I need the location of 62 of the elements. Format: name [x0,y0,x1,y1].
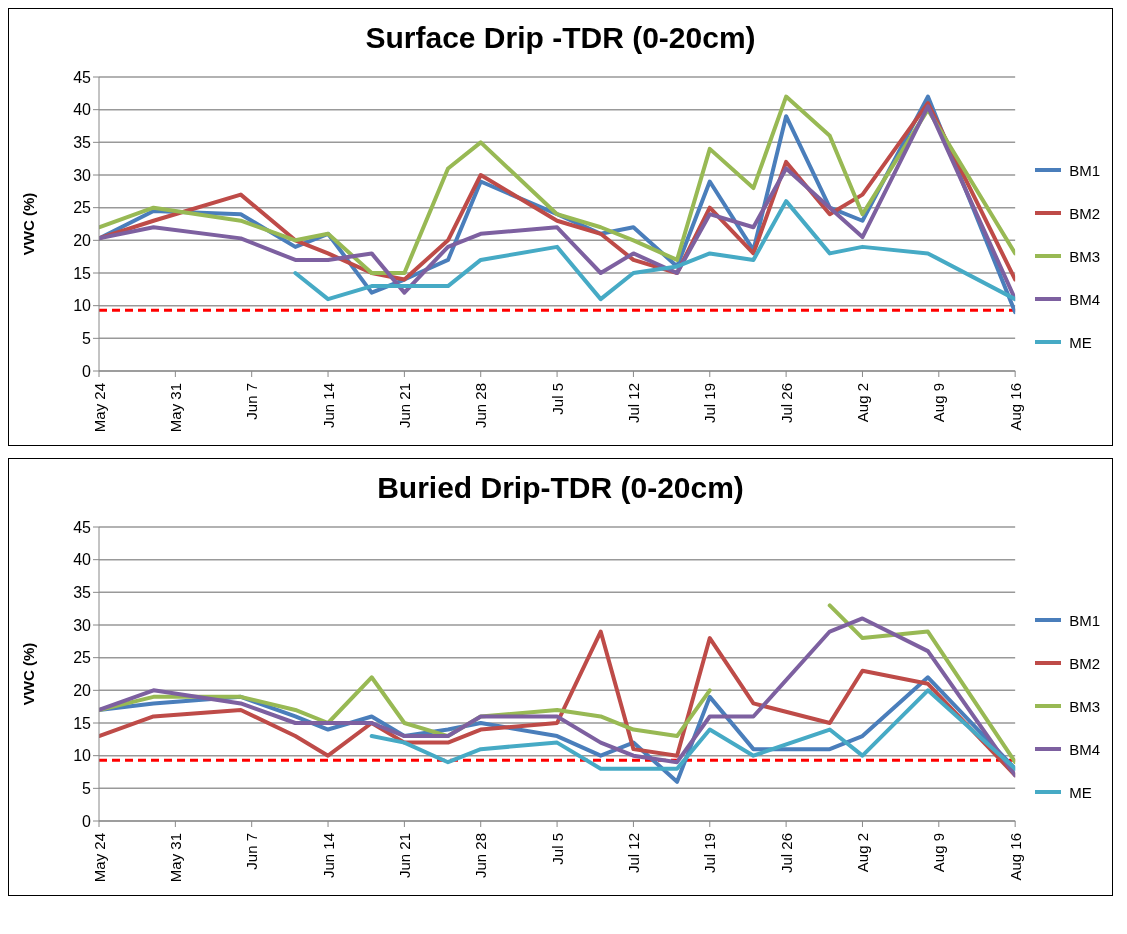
legend-label: BM2 [1069,654,1100,672]
x-tick-label: May 31 [166,383,184,433]
x-tick-label: Jun 21 [395,383,413,429]
x-tick-label: Aug 16 [1006,833,1024,881]
y-tick-label: 20 [73,232,92,250]
legend-label: BM3 [1069,247,1100,265]
chart-title: Buried Drip-TDR (0-20cm) [376,470,745,506]
y-tick-label: 15 [73,714,92,732]
y-tick-label: 35 [73,584,92,602]
y-tick-label: 15 [73,264,92,282]
x-tick-label: Jul 26 [777,833,795,874]
x-tick-label: Jun 21 [395,833,413,879]
x-tick-label: Jul 12 [624,833,642,874]
y-tick-label: 40 [73,101,92,119]
chart-title: Surface Drip -TDR (0-20cm) [364,20,757,56]
y-tick-label: 45 [73,68,92,86]
y-tick-label: 25 [73,199,92,217]
y-axis-title: VWC (%) [20,192,38,256]
x-tick-label: Aug 2 [853,383,871,423]
legend-label: BM1 [1069,611,1100,629]
x-tick-label: Jul 5 [548,383,566,415]
y-tick-label: 0 [82,812,92,830]
y-tick-label: 5 [82,780,92,798]
legend-label: BM2 [1069,204,1100,222]
x-tick-label: Jun 7 [243,833,261,870]
x-tick-label: Aug 9 [930,833,948,873]
legend-label: BM4 [1069,290,1100,308]
line-series [369,688,1016,771]
x-tick-label: Jul 19 [701,383,719,424]
x-tick-label: Aug 16 [1006,383,1024,431]
x-tick-label: May 24 [90,383,108,433]
x-tick-label: Aug 9 [930,383,948,423]
legend-label: BM1 [1069,161,1100,179]
legend-label: BM4 [1069,740,1100,758]
legend-label: ME [1069,333,1092,351]
y-tick-label: 0 [82,362,92,380]
x-tick-label: Jun 14 [319,383,337,429]
x-tick-label: Jul 26 [777,383,795,424]
legend-label: ME [1069,783,1092,801]
line-series [293,199,1016,302]
legend-label: BM3 [1069,697,1100,715]
x-tick-label: Jun 14 [319,833,337,879]
x-tick-label: Jul 19 [701,833,719,874]
x-tick-label: Jun 7 [243,383,261,420]
x-tick-label: May 31 [166,833,184,883]
y-tick-label: 35 [73,134,92,152]
y-tick-label: 40 [73,551,92,569]
x-tick-label: Jun 28 [472,833,490,879]
y-tick-label: 30 [73,166,92,184]
y-tick-label: 5 [82,330,92,348]
x-tick-label: Jul 5 [548,833,566,865]
y-tick-label: 45 [73,518,92,536]
x-tick-label: Aug 2 [853,833,871,873]
y-tick-label: 10 [73,747,92,765]
x-tick-label: Jun 28 [472,383,490,429]
y-tick-label: 20 [73,682,92,700]
y-tick-label: 10 [73,297,92,315]
y-axis-title: VWC (%) [20,642,38,706]
y-tick-label: 25 [73,649,92,667]
x-tick-label: Jul 12 [624,383,642,424]
x-tick-label: May 24 [90,833,108,883]
y-tick-label: 30 [73,616,92,634]
